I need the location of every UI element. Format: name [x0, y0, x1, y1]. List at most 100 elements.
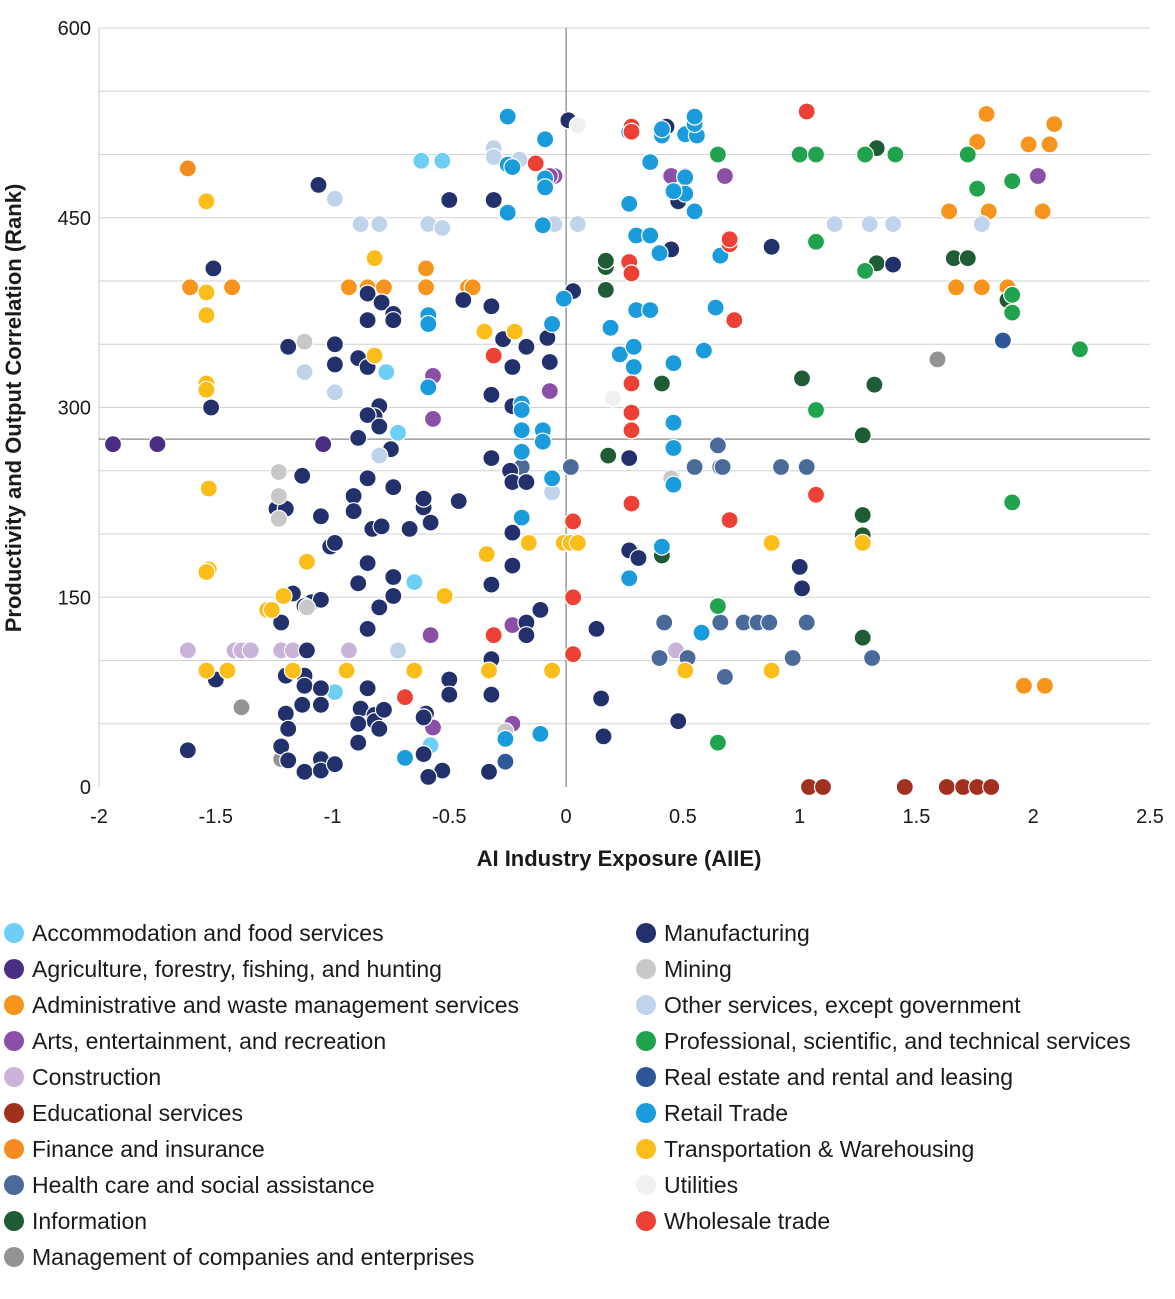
point-information: [792, 369, 812, 388]
point-administrative-and-waste-management-services: [223, 278, 242, 297]
point-administrative-and-waste-management-services: [977, 104, 996, 124]
point-manufacturing: [414, 708, 433, 727]
point-professional-scientific-and-technical-services: [806, 145, 826, 164]
point-other-services-except-government: [325, 383, 344, 402]
point-manufacturing: [297, 641, 316, 660]
point-manufacturing: [454, 290, 473, 310]
legend-swatch: [636, 1139, 656, 1159]
point-manufacturing: [293, 466, 312, 485]
point-manufacturing: [295, 676, 314, 695]
legend-label: Educational services: [32, 1099, 243, 1126]
point-manufacturing: [790, 557, 809, 577]
point-manufacturing: [370, 598, 389, 617]
point-information: [865, 375, 884, 394]
point-administrative-and-waste-management-services: [1014, 676, 1034, 695]
point-manufacturing: [482, 575, 501, 594]
point-manufacturing: [311, 507, 330, 526]
point-retail-trade: [624, 337, 643, 356]
point-arts-entertainment-and-recreation: [423, 409, 443, 428]
point-retail-trade: [531, 724, 550, 744]
point-manufacturing: [762, 237, 781, 256]
point-manufacturing: [349, 428, 368, 447]
point-arts-entertainment-and-recreation: [421, 626, 440, 645]
point-manufacturing: [629, 548, 648, 568]
point-agriculture-forestry-fishing-and-hunting: [314, 435, 333, 454]
point-transportation-warehousing: [337, 661, 356, 680]
point-accommodation-and-food-services: [433, 151, 452, 170]
point-retail-trade: [641, 226, 660, 245]
point-retail-trade: [542, 469, 562, 488]
point-professional-scientific-and-technical-services: [886, 145, 905, 164]
point-manufacturing: [358, 406, 377, 425]
legend-swatch: [636, 995, 656, 1015]
point-construction: [178, 641, 197, 660]
point-manufacturing: [358, 553, 377, 573]
point-information: [853, 505, 872, 525]
point-manufacturing: [482, 685, 501, 704]
point-transportation-warehousing: [853, 533, 872, 553]
point-transportation-warehousing: [262, 600, 281, 620]
point-information: [596, 280, 615, 299]
point-manufacturing: [349, 733, 368, 752]
legend-label: Wholesale trade: [664, 1207, 831, 1234]
point-manufacturing: [479, 762, 499, 781]
point-transportation-warehousing: [505, 322, 524, 341]
point-retail-trade: [498, 203, 517, 222]
point-manufacturing: [325, 335, 344, 354]
x-tick-label: 0.5: [669, 806, 697, 828]
point-manufacturing: [311, 590, 330, 609]
point-information: [599, 446, 618, 465]
point-transportation-warehousing: [676, 661, 695, 680]
point-manufacturing: [440, 685, 459, 704]
point-transportation-warehousing: [568, 533, 587, 553]
point-manufacturing: [279, 751, 298, 770]
point-mining: [269, 486, 288, 506]
y-tick-label: 450: [58, 208, 91, 230]
point-utilities: [568, 116, 587, 135]
point-other-services-except-government: [825, 215, 844, 234]
point-health-care-and-social-assistance: [715, 667, 735, 687]
y-tick-label: 600: [58, 18, 91, 40]
point-educational-services: [813, 777, 833, 797]
legend-item: Transportation & Warehousing: [636, 1131, 1131, 1167]
point-other-services-except-government: [433, 218, 452, 237]
legend-label: Information: [32, 1207, 148, 1234]
point-information: [853, 628, 872, 647]
point-retail-trade: [512, 442, 531, 461]
point-professional-scientific-and-technical-services: [806, 400, 826, 420]
point-other-services-except-government: [484, 147, 503, 167]
point-health-care-and-social-assistance: [862, 648, 882, 668]
point-health-care-and-social-assistance: [561, 457, 580, 477]
point-other-services-except-government: [388, 641, 408, 660]
legend-label: Other services, except government: [664, 991, 1021, 1018]
point-manufacturing: [279, 337, 298, 356]
point-administrative-and-waste-management-services: [463, 278, 482, 297]
point-administrative-and-waste-management-services: [339, 278, 358, 297]
legend-item: Utilities: [636, 1167, 1131, 1203]
point-accommodation-and-food-services: [377, 363, 396, 382]
point-manufacturing: [400, 519, 419, 539]
point-manufacturing: [384, 567, 403, 587]
legend-label: Mining: [664, 955, 732, 982]
point-other-services-except-government: [370, 446, 389, 465]
point-mining: [297, 598, 316, 617]
legend-swatch: [636, 1031, 656, 1051]
legend-label: Accommodation and food services: [32, 919, 384, 946]
point-health-care-and-social-assistance: [685, 457, 704, 477]
legend-item: Real estate and rental and leasing: [636, 1059, 1131, 1095]
point-transportation-warehousing: [197, 283, 216, 302]
legend: Accommodation and food services Agricultu…: [0, 915, 1175, 1275]
legend-label: Agriculture, forestry, fishing, and hunt…: [32, 955, 442, 982]
point-manufacturing: [358, 311, 377, 330]
point-manufacturing: [587, 619, 606, 639]
point-retail-trade: [498, 107, 517, 126]
point-manufacturing: [349, 714, 368, 733]
y-tick-label: 300: [58, 398, 91, 420]
legend-swatch: [636, 959, 656, 979]
point-professional-scientific-and-technical-services: [855, 145, 875, 164]
point-transportation-warehousing: [365, 346, 384, 365]
legend-swatch: [4, 1103, 24, 1123]
legend-swatch: [4, 1175, 24, 1195]
point-retail-trade: [542, 314, 562, 334]
point-information: [652, 374, 672, 393]
